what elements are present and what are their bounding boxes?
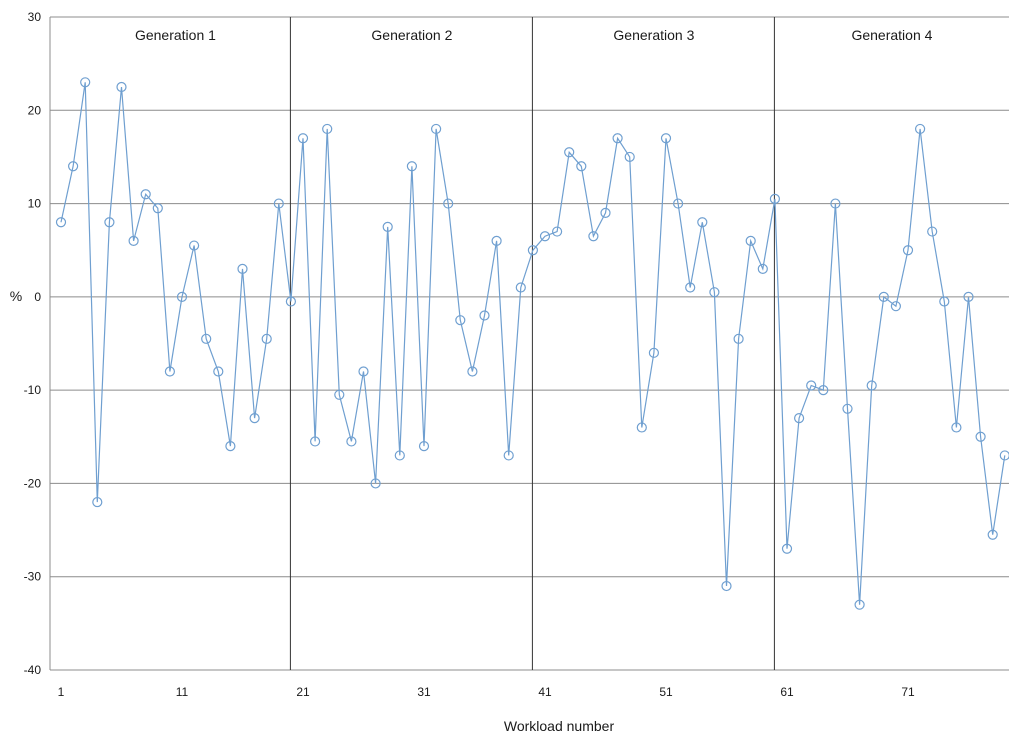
x-tick-label: 31 (417, 685, 431, 699)
generation-label: Generation 1 (135, 27, 216, 43)
generation-label: Generation 2 (371, 27, 452, 43)
y-tick-label: -10 (24, 383, 42, 397)
x-tick-label: 1 (58, 685, 65, 699)
y-tick-label: 20 (28, 103, 42, 117)
y-tick-label: -20 (24, 476, 42, 490)
generation-dividers (290, 17, 774, 670)
data-point (57, 218, 66, 227)
x-tick-label: 41 (538, 685, 552, 699)
x-tick-label: 71 (901, 685, 915, 699)
generation-label: Generation 4 (851, 27, 932, 43)
y-tick-label: -40 (24, 663, 42, 677)
generation-labels: Generation 1 Generation 2 Generation 3 Gene… (135, 27, 933, 43)
y-tick-label: 10 (28, 197, 42, 211)
x-tick-label: 11 (176, 685, 189, 699)
y-tick-labels: 30 20 10 0 -10 -20 -30 -40 (24, 10, 42, 677)
gridlines (50, 17, 1009, 670)
x-axis-title: Workload number (504, 718, 615, 733)
generation-label: Generation 3 (613, 27, 694, 43)
y-tick-label: -30 (24, 570, 42, 584)
x-tick-label: 61 (780, 685, 794, 699)
x-tick-label: 21 (296, 685, 310, 699)
x-tick-label: 51 (659, 685, 673, 699)
y-tick-label: 30 (28, 10, 42, 24)
y-tick-label: 0 (34, 290, 41, 304)
y-axis-title: % (10, 288, 22, 304)
